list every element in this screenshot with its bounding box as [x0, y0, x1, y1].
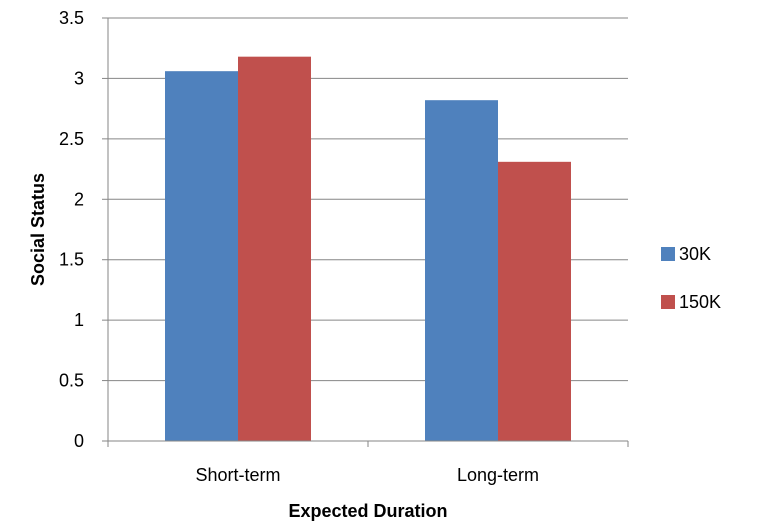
x-axis-tick-labels: Short-term Long-term [195, 465, 539, 485]
y-axis-tick-labels: 0 0.5 1 1.5 2 2.5 3 3.5 [59, 8, 108, 451]
bar-30k-long-term [425, 100, 498, 441]
x-axis-tick-marks [107, 441, 629, 447]
y-tick-label: 0 [74, 431, 84, 451]
legend-label-150k: 150K [679, 292, 721, 312]
y-tick-label: 3 [74, 68, 84, 88]
x-axis-title: Expected Duration [288, 501, 447, 521]
x-tick-label: Short-term [195, 465, 280, 485]
y-tick-label: 1 [74, 310, 84, 330]
y-tick-label: 0.5 [59, 371, 84, 391]
y-tick-label: 2 [74, 189, 84, 209]
legend-swatch-150k [661, 295, 675, 309]
bar-150k-long-term [498, 161, 571, 441]
y-tick-label: 2.5 [59, 129, 84, 149]
y-tick-label: 3.5 [59, 8, 84, 28]
legend-swatch-30k [661, 247, 675, 261]
bar-30k-short-term [165, 71, 238, 442]
x-tick-label: Long-term [457, 465, 539, 485]
legend-label-30k: 30K [679, 244, 711, 264]
bar-150k-short-term [238, 56, 311, 441]
bars [165, 56, 571, 442]
y-axis-title: Social Status [28, 173, 48, 286]
y-tick-label: 1.5 [59, 250, 84, 270]
legend: 30K 150K [661, 244, 721, 312]
